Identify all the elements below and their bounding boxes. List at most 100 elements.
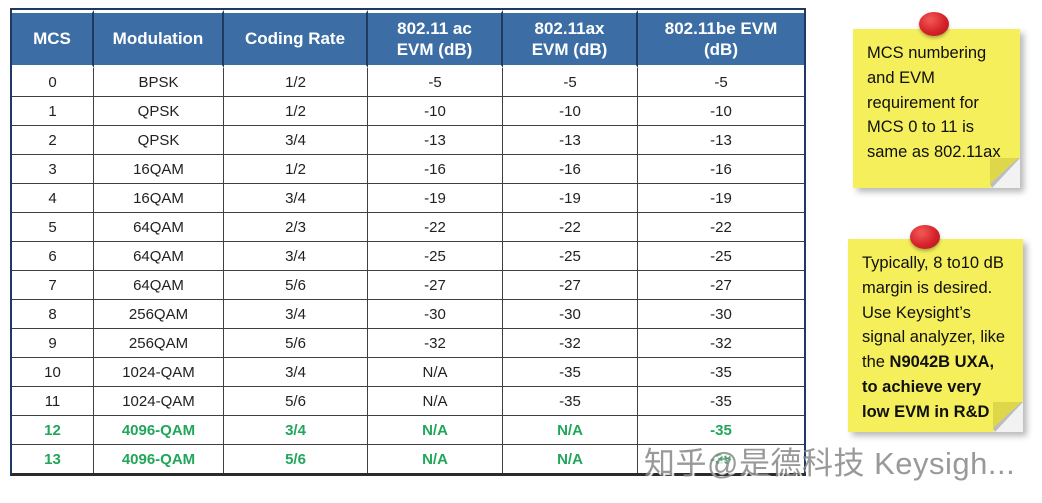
table-cell: 11: [12, 387, 94, 416]
header-cell: 802.11 ac EVM (dB): [368, 10, 503, 68]
table-cell: 5/6: [224, 329, 368, 358]
table-row: 1 QPSK 1/2 -10 -10 -10: [12, 97, 804, 126]
table-cell: -19: [503, 184, 638, 213]
table-body: 0 BPSK 1/2 -5 -5 -5 1 QPSK 1/2 -10 -10 -10 2 QPSK 3/4-…: [12, 68, 804, 473]
table-cell: 5: [12, 213, 94, 242]
table-cell: QPSK: [94, 126, 224, 155]
table-cell: 5/6: [224, 387, 368, 416]
table-row: 5 64QAM 2/3 -22 -22 -22: [12, 213, 804, 242]
table-cell: 3/4: [224, 126, 368, 155]
table-cell: -22: [638, 213, 804, 242]
table-cell: 2/3: [224, 213, 368, 242]
table-cell: 9: [12, 329, 94, 358]
table-row: 12 4096-QAM 3/4 N/A N/A -35: [12, 416, 804, 445]
table-cell: 256QAM: [94, 329, 224, 358]
table-cell: -32: [638, 329, 804, 358]
table-cell: -19: [368, 184, 503, 213]
table-cell: 64QAM: [94, 271, 224, 300]
table-cell: 7: [12, 271, 94, 300]
pushpin-icon: [910, 225, 940, 249]
table-cell: N/A: [368, 387, 503, 416]
table-cell: -5: [503, 68, 638, 97]
table-cell: 16QAM: [94, 155, 224, 184]
table-cell: -5: [638, 68, 804, 97]
header-cell: Coding Rate: [224, 10, 368, 68]
pushpin-icon: [919, 12, 949, 36]
table-cell: 64QAM: [94, 213, 224, 242]
table-cell: -10: [368, 97, 503, 126]
header-cell: 802.11be EVM (dB): [638, 10, 804, 68]
table-cell: -13: [368, 126, 503, 155]
table-cell: 4096-QAM: [94, 445, 224, 473]
table-cell: 3/4: [224, 184, 368, 213]
table-cell: 12: [12, 416, 94, 445]
evm-table: MCS Modulation Coding Rate 802.11 ac EVM (d…: [12, 10, 804, 473]
table-cell: 256QAM: [94, 300, 224, 329]
table-cell: -38: [638, 445, 804, 473]
table-cell: -30: [638, 300, 804, 329]
note-text: MCS numbering and EVM requirement for MC…: [867, 44, 1001, 161]
note-text: Typically, 8 to10 dB margin is desired. …: [848, 239, 1023, 430]
table-cell: -30: [503, 300, 638, 329]
table-cell: -25: [503, 242, 638, 271]
table-cell: N/A: [368, 416, 503, 445]
table-cell: 1: [12, 97, 94, 126]
table-cell: 13: [12, 445, 94, 473]
table-cell: -35: [503, 387, 638, 416]
table-cell: -25: [368, 242, 503, 271]
table-cell: -22: [503, 213, 638, 242]
table-row: 10 1024-QAM 3/4 N/A -35 -35: [12, 358, 804, 387]
table-cell: 5/6: [224, 271, 368, 300]
header-cell: Modulation: [94, 10, 224, 68]
table-row: 4 16QAM 3/4 -19 -19 -19: [12, 184, 804, 213]
table-cell: 2: [12, 126, 94, 155]
table-cell: 3/4: [224, 358, 368, 387]
table-cell: N/A: [368, 358, 503, 387]
sticky-note-mcs-numbering: MCS numbering and EVM requirement for MC…: [853, 29, 1020, 188]
table-cell: -35: [638, 416, 804, 445]
table-cell: 1/2: [224, 155, 368, 184]
table-cell: -16: [368, 155, 503, 184]
table-cell: 1/2: [224, 97, 368, 126]
table-row: 2 QPSK 3/4 -13 -13 -13: [12, 126, 804, 155]
table-cell: -35: [638, 387, 804, 416]
table-cell: -30: [368, 300, 503, 329]
table-cell: -27: [638, 271, 804, 300]
table-cell: -19: [638, 184, 804, 213]
table-cell: 8: [12, 300, 94, 329]
table-cell: 0: [12, 68, 94, 97]
table-cell: QPSK: [94, 97, 224, 126]
table-cell: -32: [503, 329, 638, 358]
table-row: 7 64QAM 5/6 -27 -27 -27: [12, 271, 804, 300]
table-cell: 64QAM: [94, 242, 224, 271]
table-cell: -32: [368, 329, 503, 358]
folded-corner-icon: [993, 402, 1023, 432]
table-cell: 6: [12, 242, 94, 271]
table-cell: -16: [503, 155, 638, 184]
watermark-text: 知乎@是德科技 Keysigh...: [644, 446, 1016, 481]
table-cell: -10: [503, 97, 638, 126]
table-cell: -27: [368, 271, 503, 300]
table-cell: -13: [503, 126, 638, 155]
table-row: 13 4096-QAM 5/6 N/A N/A -38: [12, 445, 804, 473]
table-cell: 3/4: [224, 242, 368, 271]
table-cell: 3: [12, 155, 94, 184]
table-cell: 3/4: [224, 416, 368, 445]
table-cell: 16QAM: [94, 184, 224, 213]
sticky-note-margin-advice: Typically, 8 to10 dB margin is desired. …: [848, 239, 1023, 432]
table-cell: 5/6: [224, 445, 368, 473]
folded-corner-icon: [990, 158, 1020, 188]
table-cell: 4: [12, 184, 94, 213]
table-cell: BPSK: [94, 68, 224, 97]
table-cell: -27: [503, 271, 638, 300]
table-cell: N/A: [503, 445, 638, 473]
table-row: 0 BPSK 1/2 -5 -5 -5: [12, 68, 804, 97]
table-cell: 1/2: [224, 68, 368, 97]
header-cell: 802.11ax EVM (dB): [503, 10, 638, 68]
table-cell: 1024-QAM: [94, 387, 224, 416]
table-cell: -25: [638, 242, 804, 271]
table-row: 8 256QAM 3/4 -30 -30 -30: [12, 300, 804, 329]
table-cell: N/A: [503, 416, 638, 445]
table-cell: N/A: [368, 445, 503, 473]
